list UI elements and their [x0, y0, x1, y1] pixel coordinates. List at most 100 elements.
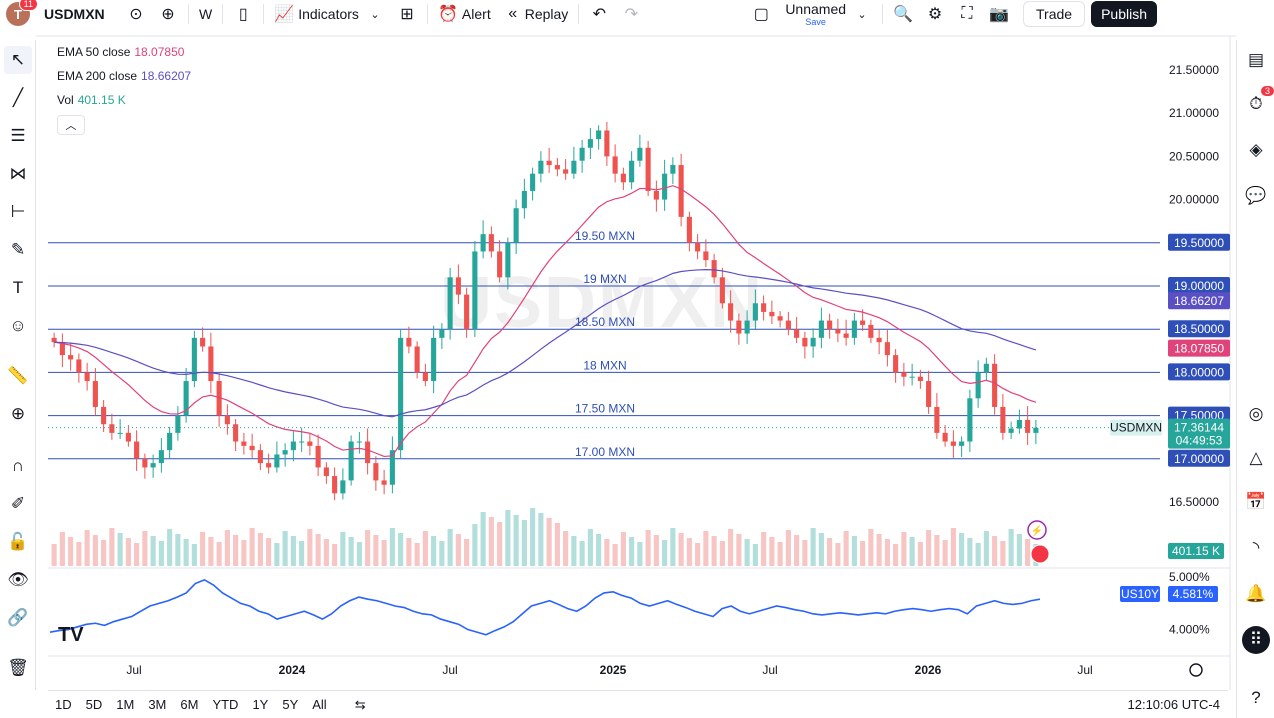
legend-volume[interactable]: Vol 401.15 K	[57, 93, 126, 107]
volume-bar	[175, 534, 181, 566]
candle-body	[216, 381, 222, 416]
pyramid-icon: △	[1249, 448, 1263, 467]
hide-tool[interactable]: 👁	[4, 566, 32, 594]
technicals-button[interactable]: ◎	[1242, 400, 1270, 428]
candle-body	[843, 333, 849, 338]
watchlist-button[interactable]: ▤	[1242, 46, 1270, 74]
range-5y[interactable]: 5Y	[282, 697, 299, 712]
volume-bar	[662, 540, 668, 566]
calendar-button[interactable]: 📅	[1242, 488, 1270, 516]
last-price-value: 17.36144	[1174, 421, 1224, 435]
fullscreen-button[interactable]: ⛶	[951, 0, 983, 28]
range-3m[interactable]: 3M	[148, 697, 167, 712]
collapse-legend-button[interactable]: ︿	[57, 115, 85, 135]
object-tree-button[interactable]: ◈	[1242, 136, 1270, 164]
trade-button[interactable]: Trade	[1023, 1, 1086, 27]
camera-icon: 📷	[989, 6, 1009, 23]
legend-ema50[interactable]: EMA 50 close 18.07850	[57, 45, 184, 59]
hline-axis-badge-1	[1168, 277, 1230, 294]
link-tool[interactable]: 🔗	[4, 604, 32, 632]
volume-bar	[348, 537, 354, 566]
user-avatar[interactable]: T 11	[6, 0, 38, 26]
notifications-button[interactable]: 🔔	[1242, 580, 1270, 608]
volume-bar	[488, 517, 494, 566]
layout-name-button[interactable]: Unnamed Save	[785, 2, 846, 27]
measure-tool[interactable]: 📏	[4, 362, 32, 390]
news-button[interactable]: ◝	[1242, 534, 1270, 562]
indicators-button[interactable]: 📈 Indicators ⌄	[268, 0, 391, 28]
zoom-tool[interactable]: ⊕	[4, 400, 32, 428]
trend-line-tool[interactable]: ╱	[4, 84, 32, 112]
magnet-tool[interactable]: ∩	[4, 452, 32, 480]
candle-body	[183, 381, 189, 416]
candle-body	[389, 450, 395, 485]
redo-button[interactable]: ↷	[615, 0, 647, 28]
quick-search-button[interactable]: 🔍	[887, 0, 919, 28]
undo-button[interactable]: ↶	[583, 0, 615, 28]
candle-body	[109, 424, 115, 433]
range-5d[interactable]: 5D	[85, 697, 103, 712]
date-range-button[interactable]: ⇆	[348, 697, 373, 713]
candle-body	[513, 208, 519, 243]
brush-tool[interactable]: ✎	[4, 236, 32, 264]
stay-drawing-tool[interactable]: ✐	[4, 490, 32, 518]
clock[interactable]: 12:10:06 UTC-4	[1127, 697, 1221, 712]
range-all[interactable]: All	[312, 697, 327, 712]
ideas-button[interactable]: △	[1242, 444, 1270, 472]
divider	[263, 4, 265, 24]
range-1m[interactable]: 1M	[116, 697, 135, 712]
candle-body	[719, 277, 725, 304]
layout-button[interactable]: ▢	[745, 0, 777, 28]
legend-ema200[interactable]: EMA 200 close 18.66207	[57, 69, 191, 83]
delete-tool[interactable]: 🗑	[4, 654, 32, 682]
candle-body	[1000, 406, 1006, 433]
square-icon: ▢	[753, 6, 769, 23]
gear-icon: ⚙	[927, 6, 943, 23]
volume-bar	[909, 537, 915, 566]
products-button[interactable]: ⠿	[1242, 626, 1270, 654]
replay-button[interactable]: « Replay	[497, 0, 575, 28]
pattern-tool[interactable]: ⋈	[4, 160, 32, 188]
volume-bar	[76, 542, 82, 566]
candle-body	[241, 441, 247, 446]
chart-type-button[interactable]: ▯	[227, 0, 259, 28]
chats-button[interactable]: 💬	[1242, 182, 1270, 210]
forecast-tool[interactable]: ⊢	[4, 198, 32, 226]
candle-body	[488, 234, 494, 252]
hline-label-1: 19 MXN	[583, 272, 626, 286]
compare-button[interactable]: ⊕	[152, 0, 184, 28]
volume-bar	[521, 520, 527, 566]
lock-tool[interactable]: 🔓	[4, 528, 32, 556]
help-button[interactable]: ?	[1242, 684, 1270, 712]
layout-menu-button[interactable]: ⌄	[846, 0, 878, 28]
range-1d[interactable]: 1D	[55, 697, 72, 712]
fib-tool[interactable]: ☰	[4, 122, 32, 150]
alert-button[interactable]: ⏰ Alert	[432, 0, 497, 28]
volume-bar	[414, 543, 420, 566]
candle-body	[959, 441, 965, 446]
snapshot-button[interactable]: 📷	[983, 0, 1015, 28]
ema50-label: EMA 50 close	[57, 45, 131, 59]
cursor-tool[interactable]: ↖	[4, 46, 32, 74]
text-tool[interactable]: T	[4, 274, 32, 302]
publish-button[interactable]: Publish	[1091, 1, 1157, 27]
range-ytd[interactable]: YTD	[212, 697, 239, 712]
emoji-tool[interactable]: ☺	[4, 312, 32, 340]
alerts-button[interactable]: ⏱ 3	[1242, 86, 1274, 118]
templates-button[interactable]: ⊞	[391, 0, 423, 28]
candle-body	[678, 165, 684, 217]
volume-bar	[769, 537, 775, 566]
symbol-menu-button[interactable]: ⊙	[120, 0, 152, 28]
volume-bar	[967, 538, 973, 566]
range-1y[interactable]: 1Y	[252, 697, 269, 712]
symbol-search-button[interactable]: USDMXN	[30, 0, 120, 28]
volume-bar	[92, 535, 98, 566]
settings-button[interactable]: ⚙	[919, 0, 951, 28]
volume-bar	[216, 542, 222, 566]
alarm-clock-icon: ⏱	[1249, 94, 1263, 113]
interval-button[interactable]: W	[193, 0, 218, 28]
hline-axis-label-0: 19.50000	[1174, 236, 1224, 250]
candle-body	[431, 337, 437, 382]
range-6m[interactable]: 6M	[180, 697, 199, 712]
